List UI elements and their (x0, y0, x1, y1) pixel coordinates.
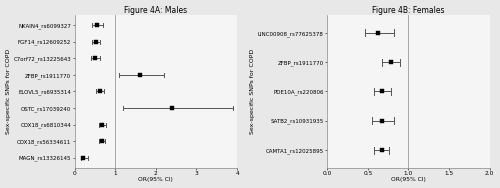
X-axis label: OR(95% CI): OR(95% CI) (391, 177, 426, 182)
Y-axis label: Sex-specific SNPs for COPD: Sex-specific SNPs for COPD (250, 49, 255, 134)
Y-axis label: Sex-specific SNPs for COPD: Sex-specific SNPs for COPD (6, 49, 10, 134)
Title: Figure 4B: Females: Figure 4B: Females (372, 6, 444, 14)
X-axis label: OR(95% CI): OR(95% CI) (138, 177, 173, 182)
Title: Figure 4A: Males: Figure 4A: Males (124, 6, 188, 14)
